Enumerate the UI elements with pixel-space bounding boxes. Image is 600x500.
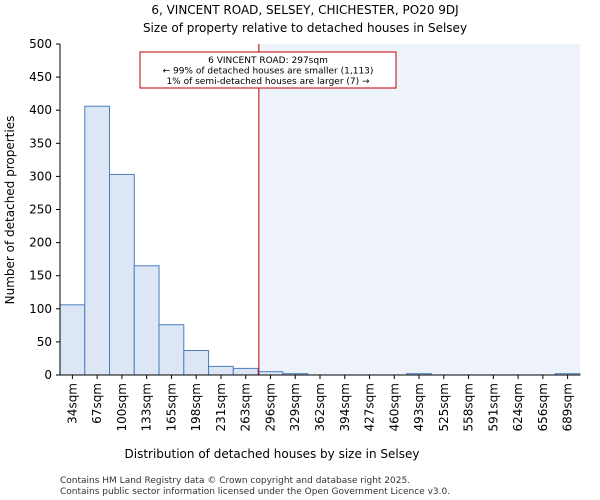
x-tick-label: 231sqm [214, 383, 228, 431]
chart-title-line2: Size of property relative to detached ho… [143, 21, 467, 35]
x-tick-label: 67sqm [90, 383, 104, 424]
histogram-bar [158, 324, 185, 376]
x-tick-label: 460sqm [387, 383, 401, 431]
x-tick-label: 394sqm [338, 383, 352, 431]
x-tick-label: 133sqm [140, 383, 154, 431]
x-tick-label: 100sqm [115, 383, 129, 431]
x-axis-label: Distribution of detached houses by size … [125, 447, 420, 461]
y-tick-label: 0 [44, 368, 52, 382]
x-tick-label: 427sqm [363, 383, 377, 431]
y-tick-label: 500 [29, 37, 52, 51]
chart-title-line1: 6, VINCENT ROAD, SELSEY, CHICHESTER, PO2… [151, 3, 458, 17]
x-tick-label: 525sqm [437, 383, 451, 431]
y-tick-label: 350 [29, 136, 52, 150]
x-tick-label: 624sqm [511, 383, 525, 431]
x-tick-label: 198sqm [189, 383, 203, 431]
x-tick-label: 558sqm [462, 383, 476, 431]
histogram-bar [133, 265, 160, 376]
y-tick-label: 450 [29, 70, 52, 84]
x-tick-label: 296sqm [263, 383, 277, 431]
x-tick-label: 656sqm [536, 383, 550, 431]
x-tick-label: 591sqm [486, 383, 500, 431]
x-tick-label: 329sqm [288, 383, 302, 431]
x-tick-label: 362sqm [313, 383, 327, 431]
y-axis-label: Number of detached properties [3, 116, 17, 305]
y-tick-label: 100 [29, 302, 52, 316]
y-tick-label: 300 [29, 169, 52, 183]
annotation-text-line: 6 VINCENT ROAD: 297sqm [208, 56, 328, 66]
histogram-bar [59, 304, 86, 376]
annotation-text-line: 1% of semi-detached houses are larger (7… [166, 77, 370, 87]
highlight-region [258, 44, 580, 375]
y-tick-label: 200 [29, 236, 52, 250]
y-tick-label: 400 [29, 103, 52, 117]
histogram-bar [208, 365, 234, 376]
y-tick-label: 150 [29, 269, 52, 283]
plot-area: 0 50 100 150 200 250 300 350 400 450 500 34sqm 67sqm… [29, 37, 581, 431]
x-tick-label: 689sqm [561, 383, 575, 431]
x-tick-label: 263sqm [239, 383, 253, 431]
footer-line1: Contains HM Land Registry data © Crown c… [60, 476, 410, 486]
annotation-box [139, 51, 397, 89]
annotation-text-line: ← 99% of detached houses are smaller (1,… [163, 67, 374, 77]
y-tick-label: 250 [29, 203, 52, 217]
x-tick-label: 34sqm [65, 383, 79, 424]
histogram-bar [84, 105, 111, 376]
y-tick-label: 50 [37, 335, 52, 349]
x-tick-label: 493sqm [412, 383, 426, 431]
footer-line2: Contains public sector information licen… [60, 487, 450, 497]
histogram-bar [183, 350, 210, 376]
x-tick-label: 165sqm [164, 383, 178, 431]
histogram-bar [232, 367, 259, 376]
histogram-bar [109, 173, 135, 376]
